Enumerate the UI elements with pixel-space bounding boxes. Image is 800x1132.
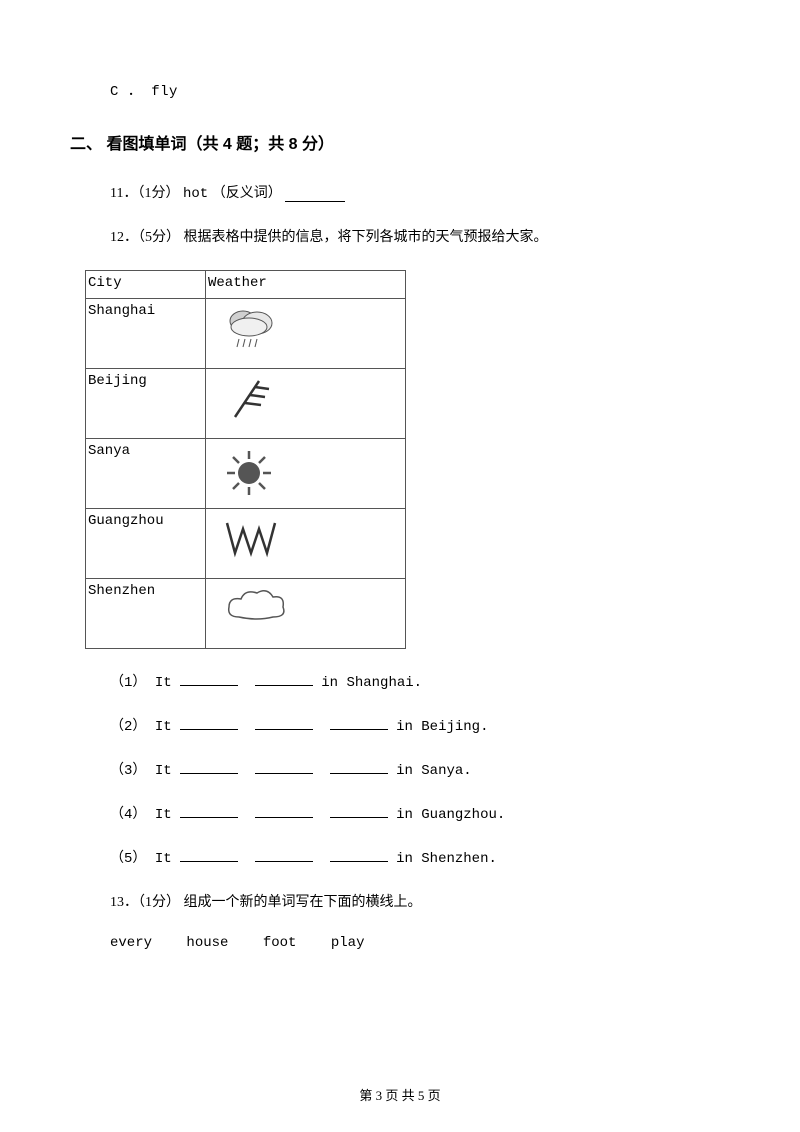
table-row: Sanya <box>86 439 406 509</box>
city-guangzhou: Guangzhou <box>86 509 206 579</box>
sub-question-4: （4） It in Guangzhou. <box>110 803 730 823</box>
weather-guangzhou <box>206 509 406 579</box>
subq3-num: （3） <box>110 763 146 779</box>
question-11: 11．（1分） hot （反义词） <box>110 182 730 202</box>
page-footer: 第 3 页 共 5 页 <box>0 1085 800 1104</box>
q11-prefix: 11．（1分） <box>110 186 183 201</box>
q13-prefix: 13．（1分） <box>110 895 184 910</box>
word-play: play <box>331 935 365 951</box>
subq3-blank[interactable] <box>180 761 238 774</box>
option-c-text: fly <box>151 84 178 100</box>
city-sanya: Sanya <box>86 439 206 509</box>
subq4-blank[interactable] <box>255 805 313 818</box>
weather-shanghai <box>206 299 406 369</box>
q12-text: 根据表格中提供的信息，将下列各城市的天气预报给大家。 <box>184 230 548 245</box>
cloud-icon <box>221 585 293 636</box>
subq4-lead: It <box>155 807 180 823</box>
subq3-lead: It <box>155 763 180 779</box>
page-footer-text: 第 3 页 共 5 页 <box>359 1088 440 1103</box>
subq1-tail: in Shanghai. <box>321 675 422 691</box>
subq2-blank[interactable] <box>330 717 388 730</box>
subq1-num: （1） <box>110 675 146 691</box>
question-12: 12．（5分） 根据表格中提供的信息，将下列各城市的天气预报给大家。 <box>110 226 730 246</box>
word-every: every <box>110 935 152 951</box>
weather-shenzhen <box>206 579 406 649</box>
weather-table: City Weather Shanghai Beijing <box>85 270 406 649</box>
subq5-lead: It <box>155 851 180 867</box>
subq2-num: （2） <box>110 719 146 735</box>
wind-icon <box>221 375 277 436</box>
table-row: Shanghai <box>86 299 406 369</box>
sub-question-2: （2） It in Beijing. <box>110 715 730 735</box>
sub-question-1: （1） It in Shanghai. <box>110 671 730 691</box>
subq5-num: （5） <box>110 851 146 867</box>
q11-blank[interactable] <box>285 188 345 202</box>
subq2-blank[interactable] <box>255 717 313 730</box>
subq4-blank[interactable] <box>180 805 238 818</box>
table-header-row: City Weather <box>86 271 406 299</box>
sub-question-3: （3） It in Sanya. <box>110 759 730 779</box>
word-house: house <box>186 935 228 951</box>
subq1-lead: It <box>155 675 180 691</box>
subq1-blank[interactable] <box>180 673 238 686</box>
subq4-tail: in Guangzhou. <box>396 807 505 823</box>
subq1-blank[interactable] <box>255 673 313 686</box>
section-2-header: 二、 看图填单词（共 4 题；共 8 分） <box>70 130 730 154</box>
option-c-label: C ． <box>110 84 142 100</box>
city-shanghai: Shanghai <box>86 299 206 369</box>
header-weather: Weather <box>206 271 406 299</box>
table-row: Beijing <box>86 369 406 439</box>
word-foot: foot <box>263 935 297 951</box>
subq5-blank[interactable] <box>330 849 388 862</box>
subq3-blank[interactable] <box>330 761 388 774</box>
rain-icon <box>221 305 281 362</box>
option-c: C ． fly <box>110 80 730 100</box>
subq5-blank[interactable] <box>255 849 313 862</box>
subq4-num: （4） <box>110 807 146 823</box>
sun-icon <box>221 445 277 506</box>
subq5-blank[interactable] <box>180 849 238 862</box>
subq3-blank[interactable] <box>255 761 313 774</box>
subq2-blank[interactable] <box>180 717 238 730</box>
question-13: 13．（1分） 组成一个新的单词写在下面的横线上。 <box>110 891 730 911</box>
header-city: City <box>86 271 206 299</box>
subq2-tail: in Beijing. <box>396 719 488 735</box>
section-2-heading-text: 二、 看图填单词（共 4 题；共 8 分） <box>70 136 334 153</box>
city-shenzhen: Shenzhen <box>86 579 206 649</box>
weather-beijing <box>206 369 406 439</box>
city-beijing: Beijing <box>86 369 206 439</box>
sub-question-5: （5） It in Shenzhen. <box>110 847 730 867</box>
subq5-tail: in Shenzhen. <box>396 851 497 867</box>
q11-word: hot <box>183 186 208 202</box>
q13-word-list: every house foot play <box>110 935 730 951</box>
subq2-lead: It <box>155 719 180 735</box>
subq3-tail: in Sanya. <box>396 763 472 779</box>
snow-icon <box>221 515 285 572</box>
q11-paren: （反义词） <box>212 186 282 201</box>
q12-prefix: 12．（5分） <box>110 230 184 245</box>
table-row: Shenzhen <box>86 579 406 649</box>
subq4-blank[interactable] <box>330 805 388 818</box>
q13-text: 组成一个新的单词写在下面的横线上。 <box>184 895 422 910</box>
weather-sanya <box>206 439 406 509</box>
table-row: Guangzhou <box>86 509 406 579</box>
